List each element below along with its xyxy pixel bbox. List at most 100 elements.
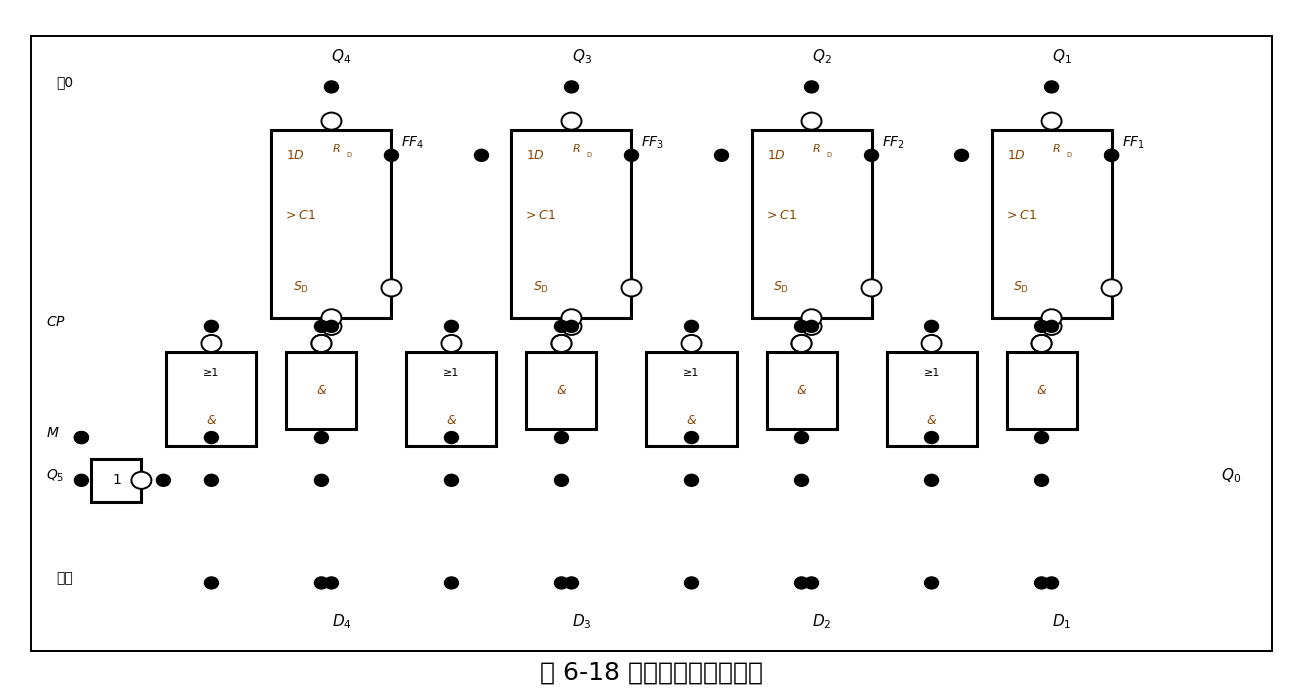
Text: $Q_2$: $Q_2$ [812,48,831,66]
Circle shape [1105,150,1118,161]
Text: ≥1: ≥1 [203,369,220,378]
Circle shape [324,577,339,589]
Text: &: & [1037,384,1046,397]
Text: $>C1$: $>C1$ [284,209,317,222]
Circle shape [1041,309,1062,327]
Circle shape [555,474,568,486]
Circle shape [1035,474,1049,486]
Text: $_\mathrm{D}$: $_\mathrm{D}$ [347,150,353,161]
Circle shape [314,320,328,332]
Text: &: & [687,414,696,427]
Circle shape [1045,320,1058,332]
Text: $R$: $R$ [1053,143,1061,154]
Circle shape [314,431,328,444]
Circle shape [324,320,339,332]
Bar [407,352,496,446]
Bar [1006,352,1076,429]
Circle shape [205,320,219,332]
Text: &: & [796,384,807,397]
Bar [271,130,391,318]
Circle shape [921,335,942,352]
Circle shape [205,577,219,589]
Circle shape [474,150,489,161]
Circle shape [322,318,341,335]
Circle shape [562,309,581,327]
Circle shape [795,577,809,589]
Circle shape [1105,150,1118,161]
Circle shape [564,81,579,93]
Text: $FF_4$: $FF_4$ [401,134,425,151]
Text: $_\mathrm{D}$: $_\mathrm{D}$ [826,150,833,161]
Circle shape [382,279,401,296]
Bar [752,130,872,318]
Circle shape [1041,318,1062,335]
Circle shape [324,81,339,93]
Text: $>C1$: $>C1$ [524,209,556,222]
Circle shape [804,577,818,589]
Circle shape [925,577,938,589]
Circle shape [1101,279,1122,296]
Circle shape [1045,577,1058,589]
Text: $M$: $M$ [47,426,60,440]
Circle shape [714,150,728,161]
Circle shape [555,431,568,444]
Circle shape [551,335,572,352]
Text: 图 6-18 四位双向移位寄存器: 图 6-18 四位双向移位寄存器 [539,661,764,685]
Text: &: & [447,414,456,427]
Circle shape [562,112,581,130]
Circle shape [801,318,821,335]
Circle shape [791,335,812,352]
Text: $>C1$: $>C1$ [764,209,796,222]
Text: $R$: $R$ [332,143,341,154]
Text: $Q_3$: $Q_3$ [572,48,592,66]
Circle shape [681,335,701,352]
Text: $Q_5$: $Q_5$ [47,468,65,484]
Text: $>C1$: $>C1$ [1003,209,1036,222]
Circle shape [551,335,572,352]
Text: $S_\mathrm{D}$: $S_\mathrm{D}$ [533,280,550,296]
Circle shape [925,474,938,486]
Circle shape [1041,112,1062,130]
Circle shape [861,279,882,296]
Bar [992,130,1111,318]
Text: $1D$: $1D$ [526,149,546,162]
Circle shape [444,320,459,332]
Text: &: & [926,414,937,427]
Circle shape [1035,320,1049,332]
Text: ≥1: ≥1 [924,369,939,378]
Text: $1D$: $1D$ [287,149,305,162]
Circle shape [684,320,698,332]
Text: $_\mathrm{D}$: $_\mathrm{D}$ [1066,150,1072,161]
Circle shape [1035,431,1049,444]
Text: ≥1: ≥1 [443,369,460,378]
Text: $Q_1$: $Q_1$ [1052,48,1071,66]
Circle shape [791,335,812,352]
Bar [886,352,976,446]
Text: $Q_4$: $Q_4$ [331,48,352,66]
Circle shape [74,431,89,444]
Text: &: & [556,384,567,397]
Bar [287,352,357,429]
Text: 接收: 接收 [56,572,73,586]
Bar [167,352,257,446]
Text: $_\mathrm{D}$: $_\mathrm{D}$ [586,150,593,161]
Circle shape [925,320,938,332]
Circle shape [442,335,461,352]
Circle shape [132,472,151,489]
Circle shape [622,279,641,296]
Bar [766,352,837,429]
Circle shape [444,431,459,444]
Text: $S_\mathrm{D}$: $S_\mathrm{D}$ [293,280,310,296]
Circle shape [795,474,809,486]
Circle shape [564,320,579,332]
Bar [646,352,736,446]
Text: $S_\mathrm{D}$: $S_\mathrm{D}$ [1014,280,1029,296]
Bar [512,130,632,318]
Circle shape [624,150,638,161]
Text: &: & [317,384,326,397]
Text: $R$: $R$ [812,143,821,154]
Circle shape [795,320,809,332]
Circle shape [384,150,399,161]
Text: ≥1: ≥1 [683,369,700,378]
Circle shape [1035,577,1049,589]
